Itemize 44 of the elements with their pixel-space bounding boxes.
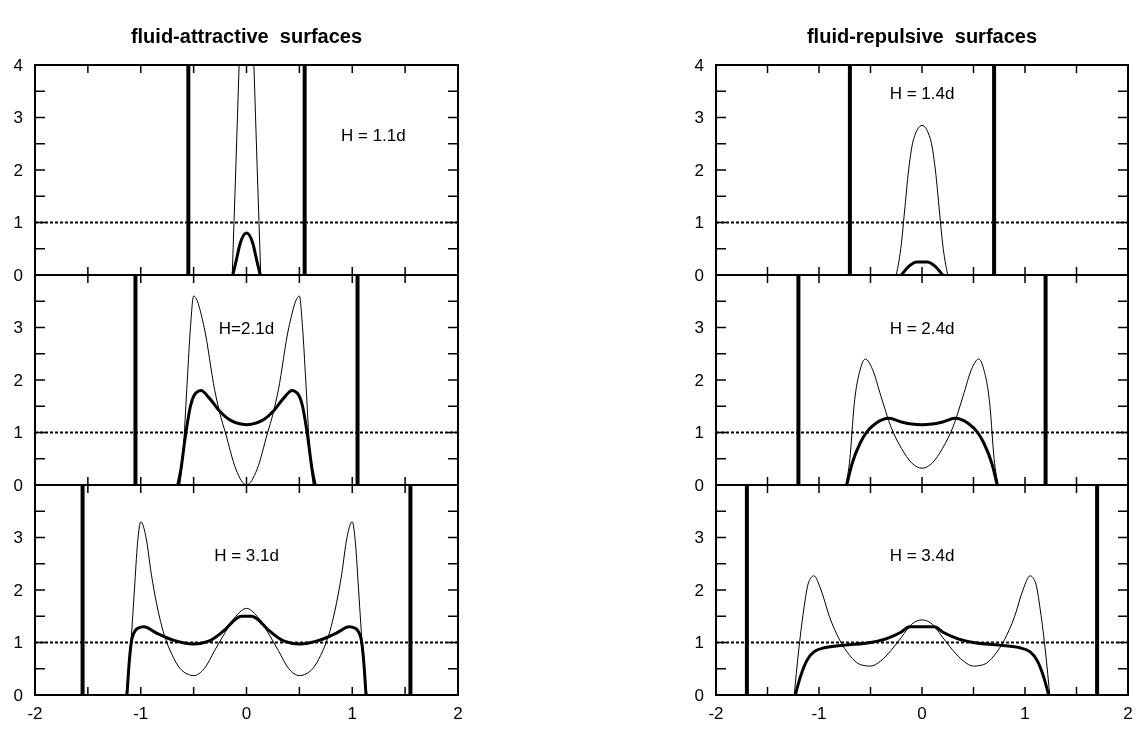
y-tick-label: 2 — [13, 580, 23, 600]
y-tick-label: 1 — [694, 213, 704, 233]
y-tick-label: 0 — [694, 685, 704, 705]
x-tick-label: 0 — [241, 704, 252, 723]
x-tick-label: 1 — [347, 704, 357, 723]
y-tick-label: 1 — [13, 633, 23, 653]
x-tick-label: 0 — [917, 704, 927, 723]
y-tick-label: 2 — [694, 370, 704, 390]
y-tick-label: 3 — [694, 528, 704, 548]
y-tick-label: 1 — [13, 423, 23, 443]
y-tick-label: 3 — [694, 318, 704, 338]
y-tick-label: 2 — [13, 370, 23, 390]
annotation: H = 3.1d — [214, 545, 279, 565]
y-tick-label: 2 — [13, 160, 23, 180]
y-tick-label: 3 — [13, 318, 23, 338]
y-tick-label: 0 — [694, 265, 704, 285]
chart-title: fluid-attractive surfaces — [130, 25, 363, 47]
y-tick-label: 0 — [13, 685, 23, 705]
x-tick-label: -2 — [708, 704, 724, 723]
y-tick-label: 2 — [694, 160, 704, 180]
y-tick-label: 0 — [13, 265, 23, 285]
x-tick-label: 2 — [453, 704, 463, 723]
x-tick-label: -2 — [27, 704, 43, 723]
y-tick-label: 1 — [13, 213, 23, 233]
y-tick-label: 1 — [694, 423, 704, 443]
y-tick-label: 1 — [694, 633, 704, 653]
y-tick-label: 3 — [13, 528, 23, 548]
x-tick-label: 2 — [1123, 704, 1133, 723]
annotation: H = 2.4d — [889, 318, 955, 338]
y-tick-label: 0 — [694, 475, 704, 495]
x-tick-label: -1 — [811, 704, 827, 723]
x-tick-label: 1 — [1020, 704, 1030, 723]
x-tick-label: -1 — [133, 704, 149, 723]
annotation: H = 1.1d — [341, 125, 406, 145]
annotation: H=2.1d — [218, 318, 275, 338]
y-tick-label: 4 — [694, 55, 704, 75]
y-tick-label: 2 — [694, 580, 704, 600]
annotation: H = 1.4d — [889, 83, 955, 103]
y-tick-label: 0 — [13, 475, 23, 495]
y-tick-label: 4 — [13, 55, 23, 75]
y-tick-label: 3 — [694, 108, 704, 128]
chart-title: fluid-repulsive surfaces — [806, 25, 1038, 47]
y-tick-label: 3 — [13, 108, 23, 128]
annotation: H = 3.4d — [889, 545, 955, 565]
